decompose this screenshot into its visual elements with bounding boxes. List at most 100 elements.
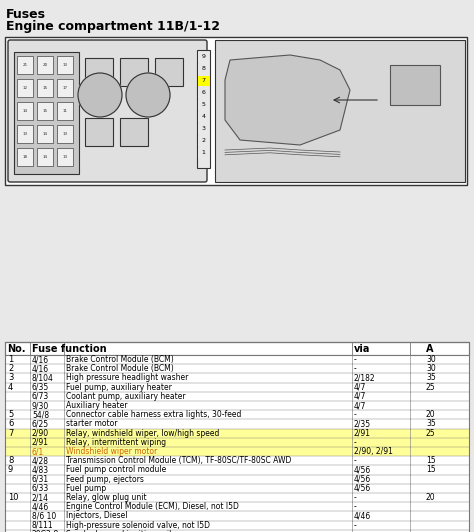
Bar [57,79,73,97]
Text: 5: 5 [201,103,205,107]
Bar [198,136,209,146]
Text: 17: 17 [63,86,68,90]
Text: Fuses: Fuses [6,8,46,21]
Text: 8/6 10: 8/6 10 [32,511,56,520]
Circle shape [126,73,170,117]
Bar [57,56,73,74]
Text: Fuel pump: Fuel pump [66,484,106,493]
Text: Fuel pump control module: Fuel pump control module [66,466,166,475]
Text: 6/35: 6/35 [32,383,49,392]
Bar [198,100,209,110]
Bar [5,484,469,493]
Text: -: - [354,502,357,511]
Text: 54/8: 54/8 [32,410,49,419]
Bar [198,76,209,86]
Text: 2/90: 2/90 [32,429,49,438]
Bar [17,125,33,143]
Text: 4/56: 4/56 [354,466,371,475]
Bar [57,125,73,143]
Text: 6/31: 6/31 [32,475,49,484]
Text: 2/14: 2/14 [32,493,49,502]
Text: 6/73: 6/73 [32,392,49,401]
Text: Connector cable harness extra lights, 30-feed: Connector cable harness extra lights, 30… [66,410,241,419]
Text: 4/7: 4/7 [354,383,366,392]
Bar [14,52,79,174]
Text: Transmission Control Module (TCM), TF-80SC/TF-80SC AWD: Transmission Control Module (TCM), TF-80… [66,456,292,466]
Text: 11: 11 [63,109,67,113]
Text: 10: 10 [8,493,18,502]
Bar [5,466,469,475]
Bar [198,88,209,98]
Text: 7: 7 [8,429,13,438]
Text: 12: 12 [22,86,27,90]
Text: -: - [354,364,357,373]
Text: 4/56: 4/56 [354,475,371,484]
Bar [17,148,33,166]
Text: 2/90, 2/91: 2/90, 2/91 [354,447,393,456]
Text: Relay, windshield wiper, low/high speed: Relay, windshield wiper, low/high speed [66,429,219,438]
Text: 6/1: 6/1 [32,447,44,456]
Text: 2/91: 2/91 [354,429,371,438]
Bar [37,56,53,74]
Text: 8/104: 8/104 [32,373,54,383]
Bar [5,410,469,419]
Text: 5: 5 [8,410,13,419]
Polygon shape [225,55,350,145]
Text: 9/30: 9/30 [32,401,49,410]
Text: 2/182: 2/182 [354,373,375,383]
Text: 2: 2 [8,364,13,373]
Text: Fuse function: Fuse function [32,344,107,353]
Bar [198,64,209,74]
Text: -: - [354,355,357,364]
Text: 14: 14 [43,132,47,136]
Text: 4/16: 4/16 [32,355,49,364]
Text: 4/56: 4/56 [354,484,371,493]
Text: Engine Control Module (ECM), Diesel, not I5D: Engine Control Module (ECM), Diesel, not… [66,502,239,511]
Bar [5,383,469,392]
Text: 15: 15 [43,109,47,113]
Bar [5,419,469,429]
Text: 4: 4 [201,114,206,120]
Text: 3: 3 [201,127,206,131]
Text: 9: 9 [201,54,206,60]
Bar [57,102,73,120]
Text: Windshield wiper motor: Windshield wiper motor [66,447,157,456]
Text: 8: 8 [8,456,13,466]
Bar [198,148,209,158]
Text: 25: 25 [426,429,436,438]
Bar [5,355,469,364]
Text: via: via [354,344,370,353]
Bar [5,456,469,466]
Bar [198,52,209,62]
Text: 14: 14 [43,155,47,159]
Bar [5,530,469,532]
Text: 2/35: 2/35 [354,420,371,428]
Text: Brake Control Module (BCM): Brake Control Module (BCM) [66,355,174,364]
Text: 35: 35 [426,373,436,383]
Bar [5,37,467,185]
Text: 13: 13 [63,155,68,159]
Text: 13: 13 [63,63,68,67]
Bar [390,65,440,105]
Text: -: - [354,410,357,419]
Bar [17,102,33,120]
Text: -: - [354,493,357,502]
Bar [5,493,469,502]
Bar [5,521,469,530]
Bar [5,438,469,447]
Text: High pressure headlight washer: High pressure headlight washer [66,373,188,383]
Text: Fuel pump, auxiliary heater: Fuel pump, auxiliary heater [66,383,172,392]
Bar [5,475,469,484]
Text: 4/16: 4/16 [32,364,49,373]
Text: Engine compartment 11B/1-12: Engine compartment 11B/1-12 [6,20,220,33]
Text: 9: 9 [8,466,13,475]
Text: 18: 18 [22,155,27,159]
Bar [37,125,53,143]
Bar [5,429,469,438]
Text: 6: 6 [201,90,205,96]
Text: Spark plug and ignition coil: Spark plug and ignition coil [66,530,172,532]
Text: 6: 6 [8,420,13,428]
Bar [120,58,148,86]
Bar [155,58,183,86]
Text: Feed pump, ejectors: Feed pump, ejectors [66,475,144,484]
